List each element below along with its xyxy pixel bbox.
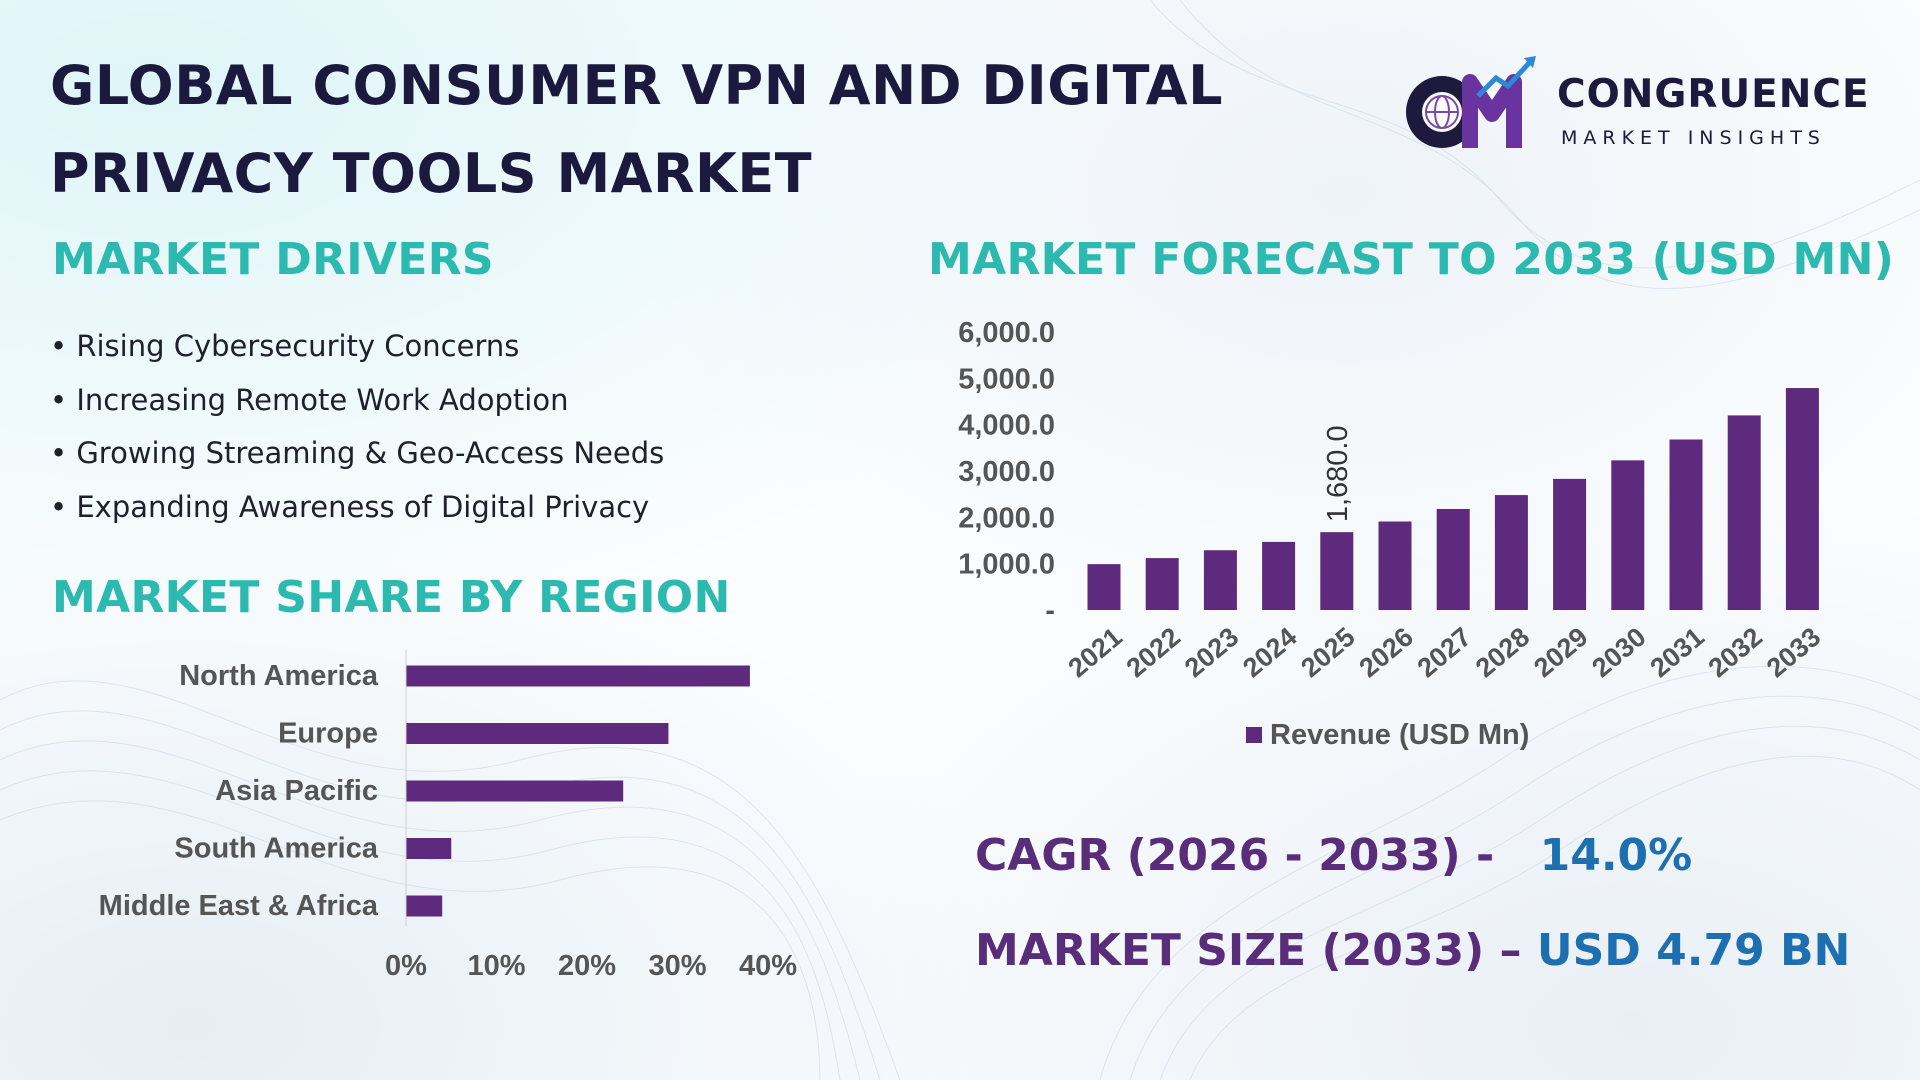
driver-item: Rising Cybersecurity Concerns	[50, 320, 664, 374]
forecast-bar	[1669, 439, 1703, 610]
region-x-tick: 40%	[739, 950, 797, 982]
drivers-list: Rising Cybersecurity Concerns Increasing…	[50, 320, 664, 534]
forecast-bar	[1553, 478, 1587, 610]
region-bar	[406, 895, 443, 917]
forecast-x-tick: 2027	[1412, 622, 1477, 684]
forecast-bar	[1378, 521, 1412, 610]
logo-tagline: MARKET INSIGHTS	[1561, 127, 1826, 149]
cm-logo-icon	[1406, 56, 1536, 148]
forecast-bar	[1145, 558, 1179, 610]
region-bar	[406, 838, 452, 859]
forecast-x-tick: 2031	[1645, 622, 1710, 684]
forecast-x-tick: 2024	[1237, 622, 1302, 684]
driver-item: Expanding Awareness of Digital Privacy	[50, 481, 664, 535]
forecast-data-label: 1,680.0	[1322, 425, 1354, 522]
forecast-y-tick: -	[1045, 595, 1055, 627]
drivers-heading: MARKET DRIVERS	[52, 234, 494, 285]
region-bar	[406, 665, 750, 687]
forecast-y-tick: 6,000.0	[958, 317, 1055, 349]
forecast-heading: MARKET FORECAST TO 2033 (USD MN)	[928, 234, 1895, 285]
forecast-bar	[1436, 508, 1470, 610]
forecast-bar	[1494, 495, 1528, 610]
forecast-x-tick: 2030	[1586, 622, 1651, 684]
forecast-x-tick: 2032	[1703, 622, 1768, 684]
region-x-tick: 10%	[467, 950, 525, 982]
forecast-x-tick: 2033	[1761, 622, 1826, 684]
market-size-label: MARKET SIZE (2033) –	[975, 925, 1522, 976]
forecast-y-tick: 4,000.0	[958, 410, 1055, 442]
legend-swatch	[1246, 727, 1262, 743]
region-label: Middle East & Africa	[99, 890, 379, 922]
company-logo: CONGRUENCE MARKET INSIGHTS	[1400, 52, 1870, 162]
region-label: North America	[179, 660, 379, 692]
forecast-bar	[1087, 564, 1121, 610]
region-heading: MARKET SHARE BY REGION	[52, 572, 731, 623]
forecast-x-tick: 2021	[1063, 622, 1128, 684]
cagr-value: 14.0%	[1539, 830, 1693, 881]
region-x-tick: 30%	[648, 950, 706, 982]
forecast-x-tick: 2023	[1179, 622, 1244, 684]
forecast-y-tick: 2,000.0	[958, 502, 1055, 534]
region-bar	[406, 723, 669, 744]
forecast-y-tick: 1,000.0	[958, 549, 1055, 581]
region-x-tick: 0%	[385, 950, 427, 982]
forecast-x-tick: 2026	[1354, 622, 1419, 684]
region-label: Europe	[278, 718, 378, 750]
forecast-bar	[1611, 460, 1645, 610]
region-x-tick: 20%	[558, 950, 616, 982]
driver-item: Growing Streaming & Geo-Access Needs	[50, 427, 664, 481]
forecast-chart: - 1,000.0 2,000.0 3,000.0 4,000.0 5,000.0 6,00…	[958, 317, 1826, 751]
region-bar	[406, 780, 624, 802]
region-share-chart: North America Europe Asia Pacific South Ame…	[99, 650, 797, 982]
page-title: GLOBAL CONSUMER VPN AND DIGITAL PRIVACY …	[50, 54, 1223, 205]
forecast-y-tick: 3,000.0	[958, 456, 1055, 488]
cagr-label: CAGR (2026 - 2033) -	[975, 830, 1495, 881]
forecast-x-tick: 2025	[1295, 622, 1360, 684]
forecast-x-tick: 2022	[1121, 622, 1186, 684]
forecast-bar	[1262, 541, 1296, 610]
forecast-bar	[1727, 415, 1761, 610]
driver-item: Increasing Remote Work Adoption	[50, 374, 664, 428]
forecast-bar	[1785, 388, 1819, 610]
forecast-x-tick: 2029	[1528, 622, 1593, 684]
forecast-bar	[1320, 532, 1354, 610]
logo-brand-name: CONGRUENCE	[1557, 72, 1870, 117]
market-size-stat: MARKET SIZE (2033) – USD 4.79 BN	[975, 925, 1850, 976]
forecast-bar	[1203, 550, 1237, 610]
market-size-value: USD 4.79 BN	[1536, 925, 1851, 976]
region-label: South America	[174, 833, 378, 865]
forecast-x-tick: 2028	[1470, 622, 1535, 684]
region-label: Asia Pacific	[215, 775, 378, 807]
cagr-stat: CAGR (2026 - 2033) - 14.0%	[975, 830, 1692, 881]
legend-label: Revenue (USD Mn)	[1270, 719, 1529, 751]
forecast-y-tick: 5,000.0	[958, 363, 1055, 395]
